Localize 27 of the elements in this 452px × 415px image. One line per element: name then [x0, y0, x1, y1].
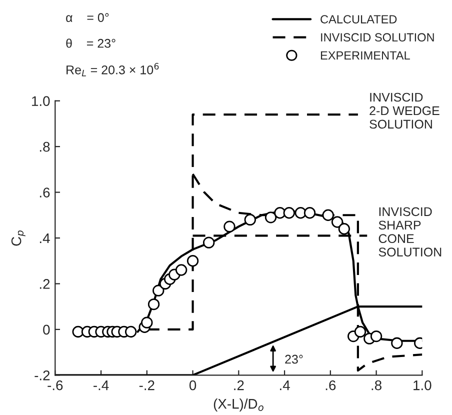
legend-label: CALCULATED: [320, 15, 397, 24]
y-tick-label: .6: [40, 188, 50, 198]
y-axis-title: C$_{p}$: [11, 230, 26, 246]
x-tick-label: 1.0: [414, 380, 432, 390]
x-tick-label: .4: [280, 380, 290, 390]
y-tick-label: -.2: [34, 370, 50, 380]
y-tick-label: 0: [43, 324, 50, 335]
x-tick-label: -.4: [94, 380, 109, 390]
text: α = 0°: [66, 13, 109, 22]
text: θ = 23°: [66, 38, 116, 48]
x-axis-title: (X-L)/D$_{o}$: [214, 398, 264, 412]
y-tick-label: .4: [40, 233, 50, 244]
x-tick-label: .8: [372, 380, 382, 390]
y-tick-label: .8: [40, 142, 50, 152]
legend-label: EXPERIMENTAL: [320, 51, 410, 60]
x-tick-label: -.2: [139, 380, 154, 390]
y-tick-label: .2: [40, 279, 50, 289]
annotation: 23°: [285, 354, 303, 364]
annotation: INVISCID SHARP CONE SOLUTION: [378, 207, 442, 256]
x-tick-label: 0: [189, 380, 196, 390]
text: Re$_{L}$ = 20.3 × 10$^{6}$: [66, 62, 159, 76]
x-tick-label: -.6: [48, 380, 63, 390]
legend-label: INVISCID SOLUTION: [321, 33, 434, 42]
annotation: INVISCID 2-D WEDGE SOLUTION: [370, 92, 440, 129]
y-tick-label: 1.0: [32, 96, 50, 106]
x-tick-label: .2: [234, 380, 244, 390]
x-tick-label: .6: [326, 380, 336, 390]
